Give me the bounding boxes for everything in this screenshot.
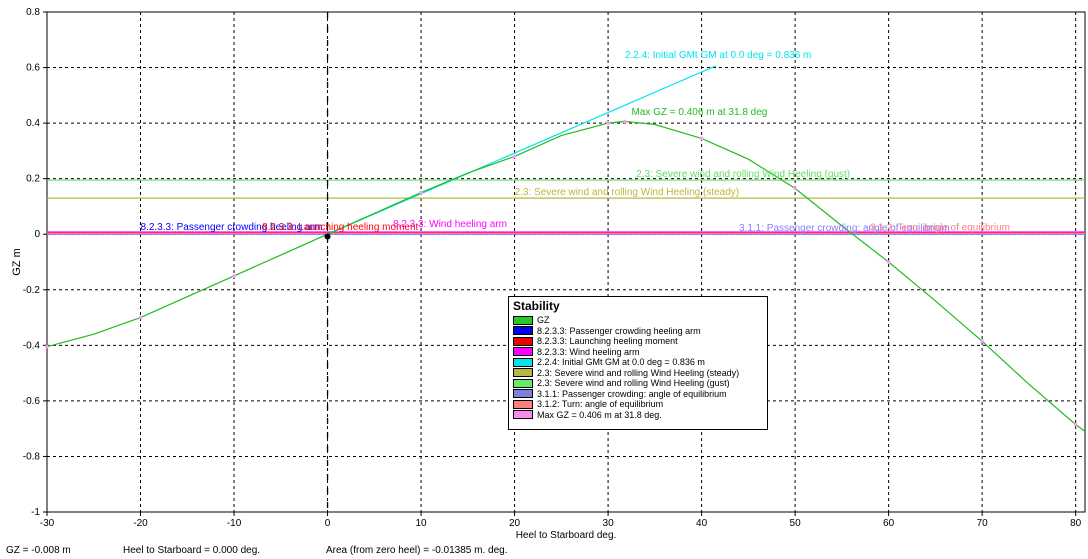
gz-point	[793, 186, 797, 191]
legend-item: 8.2.3.3: Launching heeling moment	[513, 336, 763, 347]
x-tick-label: 50	[790, 518, 802, 529]
legend-swatch	[513, 368, 533, 378]
legend-swatch	[513, 315, 533, 325]
legend-item: GZ	[513, 315, 763, 326]
plot-area	[46, 11, 1086, 513]
x-tick-label: 10	[415, 518, 427, 529]
max-gz-label: Max GZ = 0.406 m at 31.8 deg	[631, 107, 767, 118]
gz-point	[1073, 422, 1078, 427]
y-tick-label: -0.4	[23, 340, 41, 351]
x-tick-label: -30	[40, 518, 55, 529]
criterion-label: 2.3: Severe wind and rolling Wind Heelin…	[515, 187, 740, 198]
legend-title: Stability	[513, 299, 560, 313]
y-tick-label: -0.2	[23, 285, 41, 296]
legend-label: 8.2.3.3: Passenger crowding heeling arm	[537, 325, 701, 336]
y-tick-label: -1	[31, 507, 40, 518]
x-tick-label: -10	[227, 518, 242, 529]
gz-point	[980, 339, 984, 343]
gz-point	[512, 154, 517, 159]
legend-label: 3.1.1: Passenger crowding: angle of equi…	[537, 388, 727, 399]
gz-point	[699, 136, 704, 141]
max-gz-point	[623, 119, 627, 124]
x-tick-label: -20	[133, 518, 148, 529]
gz-point	[232, 274, 236, 278]
x-tick-label: 70	[977, 518, 989, 529]
status-area: Area (from zero heel) = -0.01385 m. deg.	[326, 545, 508, 556]
legend-label: GZ	[537, 315, 550, 326]
gm-label: 2.2.4: Initial GMt GM at 0.0 deg = 0.836…	[625, 50, 811, 61]
legend-item: 8.2.3.3: Passenger crowding heeling arm	[513, 326, 763, 337]
gz-point	[606, 121, 610, 125]
status-heel: Heel to Starboard = 0.000 deg.	[123, 545, 261, 556]
legend-item: 2.3: Severe wind and rolling Wind Heelin…	[513, 368, 763, 379]
criterion-label: 8.2.3.3: Passenger crowding heeling arm	[141, 222, 323, 233]
legend-item: 8.2.3.3: Wind heeling arm	[513, 347, 763, 358]
legend-item: 2.3: Severe wind and rolling Wind Heelin…	[513, 378, 763, 389]
criterion-label: 8.2.3.3: Launching heeling moment	[262, 222, 418, 233]
legend-swatch	[513, 336, 533, 346]
gz-point	[419, 190, 423, 195]
x-tick-label: 20	[509, 518, 521, 529]
legend-swatch	[513, 378, 533, 388]
legend-label: 2.3: Severe wind and rolling Wind Heelin…	[537, 378, 730, 389]
y-tick-label: 0.8	[26, 7, 40, 18]
legend-swatch	[513, 399, 533, 409]
y-tick-label: 0.2	[26, 174, 40, 185]
legend-item: 2.2.4: Initial GMt GM at 0.0 deg = 0.836…	[513, 357, 763, 368]
y-axis-label: GZ m	[11, 248, 23, 276]
legend-label: 2.2.4: Initial GMt GM at 0.0 deg = 0.836…	[537, 357, 705, 368]
x-tick-label: 40	[696, 518, 708, 529]
legend-swatch	[513, 410, 533, 420]
legend-label: 8.2.3.3: Wind heeling arm	[537, 346, 640, 357]
legend-swatch	[513, 357, 533, 367]
y-tick-label: 0	[34, 229, 40, 240]
legend-label: 8.2.3.3: Launching heeling moment	[537, 336, 678, 347]
legend-item: 3.1.2: Turn: angle of equilibrium	[513, 399, 763, 410]
x-tick-label: 60	[883, 518, 895, 529]
gm-line	[327, 65, 716, 235]
gz-point	[138, 315, 143, 320]
legend-swatch	[513, 326, 533, 336]
legend-swatch	[513, 389, 533, 399]
gz-point	[45, 344, 49, 349]
legend-label: 3.1.2: Turn: angle of equilibrium	[537, 399, 664, 410]
y-tick-label: -0.8	[23, 451, 41, 462]
legend-label: 2.3: Severe wind and rolling Wind Heelin…	[537, 367, 740, 378]
criterion-label: 2.3: Severe wind and rolling Wind Heelin…	[636, 169, 850, 180]
x-tick-label: 30	[603, 518, 615, 529]
y-tick-label: 0.6	[26, 63, 40, 74]
y-tick-label: -0.6	[23, 396, 41, 407]
y-tick-label: 0.4	[26, 118, 40, 129]
legend-item: 3.1.1: Passenger crowding: angle of equi…	[513, 389, 763, 400]
x-axis-label: Heel to Starboard deg.	[516, 530, 617, 541]
gz-point	[886, 260, 891, 264]
criterion-label: 3.1.2: Turn: angle of equilibrium	[870, 222, 1010, 233]
criterion-label: 8.2.3.3: Wind heeling arm	[393, 219, 507, 230]
x-tick-label: 0	[325, 518, 331, 529]
legend-label: Max GZ = 0.406 m at 31.8 deg.	[537, 409, 662, 420]
legend: Stability GZ 8.2.3.3: Passenger crowding …	[508, 296, 768, 430]
stability-chart: -30 -20 -10 0 10 20 30 40 50 60 70 80 -1 -0.8 -0.6 -0.4…	[11, 7, 1086, 541]
legend-swatch	[513, 347, 533, 357]
cursor-point	[324, 233, 331, 240]
status-gz: GZ = -0.008 m	[6, 545, 71, 556]
criterion-label: 3.1.1: Passenger crowding: angle of equi…	[739, 223, 950, 234]
legend-item: Max GZ = 0.406 m at 31.8 deg.	[513, 410, 763, 421]
x-tick-label: 80	[1070, 518, 1082, 529]
